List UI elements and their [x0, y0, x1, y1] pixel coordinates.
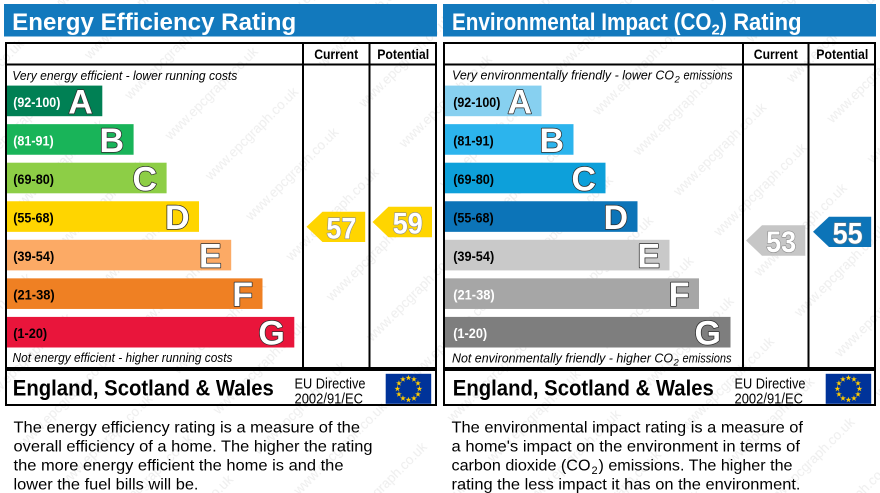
svg-text:2: 2 — [592, 465, 598, 477]
svg-text:(55-68): (55-68) — [13, 210, 54, 226]
svg-text:overall efficiency of a home.: overall efficiency of a home. The higher… — [14, 439, 373, 456]
svg-text:G: G — [258, 315, 284, 353]
svg-text:England, Scotland & Wales: England, Scotland & Wales — [453, 376, 714, 401]
svg-text:Environmental Impact (CO: Environmental Impact (CO — [452, 9, 712, 36]
svg-text:2002/91/EC: 2002/91/EC — [295, 391, 364, 408]
svg-text:Current: Current — [314, 47, 358, 62]
svg-text:(39-54): (39-54) — [453, 248, 494, 264]
svg-text:Very energy efficient - lower: Very energy efficient - lower running co… — [12, 68, 237, 83]
svg-text:(81-91): (81-91) — [453, 132, 494, 148]
svg-text:G: G — [695, 315, 721, 353]
svg-text:59: 59 — [393, 208, 423, 241]
svg-text:emissions: emissions — [684, 68, 733, 83]
svg-text:(39-54): (39-54) — [13, 248, 54, 264]
svg-text:) emissions. The higher the: ) emissions. The higher the — [599, 458, 793, 475]
svg-text:E: E — [199, 238, 222, 276]
svg-text:emissions: emissions — [683, 350, 732, 365]
svg-text:Current: Current — [754, 47, 798, 62]
svg-text:) Rating: ) Rating — [720, 9, 802, 36]
svg-text:England, Scotland & Wales: England, Scotland & Wales — [13, 376, 274, 401]
svg-text:D: D — [603, 199, 628, 237]
svg-text:57: 57 — [326, 212, 356, 245]
svg-text:C: C — [133, 161, 158, 199]
svg-text:Potential: Potential — [816, 47, 868, 62]
svg-text:Not energy efficient - higher: Not energy efficient - higher running co… — [13, 350, 233, 365]
svg-text:B: B — [539, 122, 564, 160]
svg-text:A: A — [507, 83, 532, 121]
svg-text:F: F — [669, 276, 690, 314]
svg-text:C: C — [571, 161, 596, 199]
svg-text:(1-20): (1-20) — [453, 325, 487, 341]
svg-text:2002/91/EC: 2002/91/EC — [735, 391, 804, 408]
svg-text:2: 2 — [674, 75, 681, 86]
svg-text:Not environmentally friendly -: Not environmentally friendly - higher CO — [452, 350, 673, 365]
svg-text:(92-100): (92-100) — [13, 94, 60, 110]
svg-text:The environmental impact ratin: The environmental impact rating is a mea… — [452, 420, 804, 437]
svg-text:EU Directive: EU Directive — [735, 376, 806, 393]
svg-text:(21-38): (21-38) — [453, 287, 495, 303]
svg-text:E: E — [637, 238, 660, 276]
svg-text:Very environmentally friendly: Very environmentally friendly - lower CO — [452, 68, 674, 83]
svg-text:53: 53 — [766, 226, 796, 259]
svg-text:The energy efficiency rating i: The energy efficiency rating is a measur… — [14, 420, 361, 437]
svg-text:lower the fuel bills will be.: lower the fuel bills will be. — [14, 477, 199, 493]
svg-text:carbon dioxide (CO: carbon dioxide (CO — [452, 458, 591, 475]
svg-text:Potential: Potential — [377, 47, 429, 62]
svg-text:2: 2 — [673, 357, 680, 368]
svg-text:(1-20): (1-20) — [13, 325, 47, 341]
svg-text:A: A — [68, 83, 93, 121]
svg-text:a home's impact on the environ: a home's impact on the environment in te… — [452, 439, 801, 456]
svg-text:EU Directive: EU Directive — [295, 376, 366, 393]
svg-text:55: 55 — [833, 217, 863, 250]
svg-text:F: F — [232, 276, 253, 314]
svg-text:the more energy efficient the: the more energy efficient the home is an… — [14, 458, 344, 475]
svg-text:(81-91): (81-91) — [13, 132, 54, 148]
svg-text:rating the less impact it has: rating the less impact it has on the env… — [452, 477, 801, 493]
svg-text:Energy Efficiency Rating: Energy Efficiency Rating — [12, 9, 296, 36]
svg-text:(69-80): (69-80) — [453, 171, 494, 187]
svg-text:(69-80): (69-80) — [13, 171, 54, 187]
svg-text:(21-38): (21-38) — [13, 287, 55, 303]
svg-text:2: 2 — [712, 22, 720, 39]
svg-text:(55-68): (55-68) — [453, 210, 494, 226]
svg-text:B: B — [100, 122, 125, 160]
svg-text:(92-100): (92-100) — [453, 94, 500, 110]
svg-text:D: D — [165, 199, 190, 237]
